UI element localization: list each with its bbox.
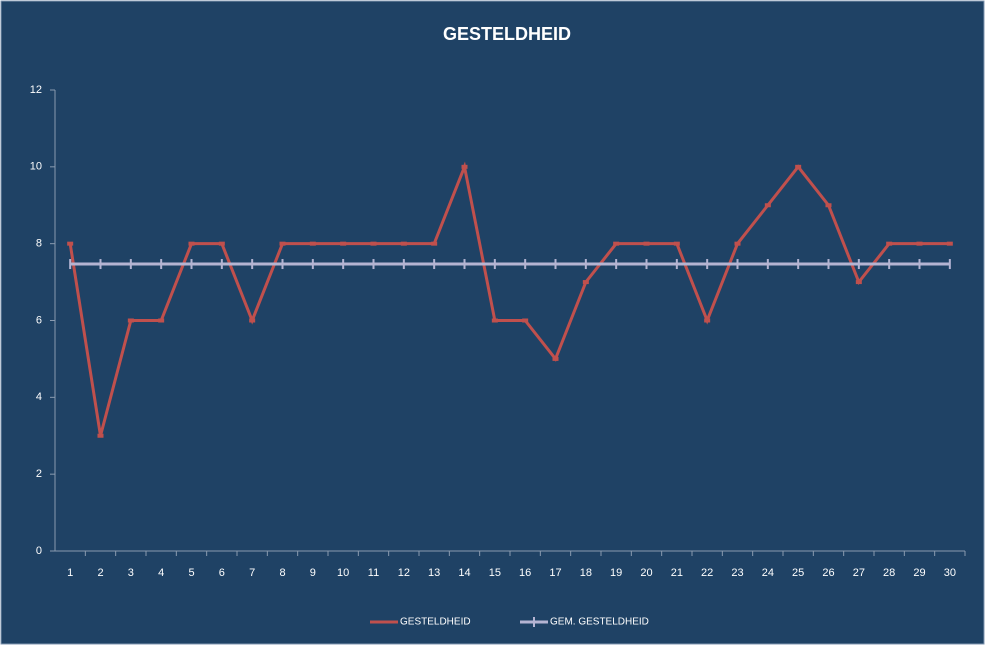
marker (158, 318, 165, 323)
marker (97, 433, 104, 438)
chart-title: GESTELDHEID (443, 24, 571, 44)
x-tick-label: 28 (883, 567, 895, 579)
marker (916, 241, 923, 246)
marker (400, 241, 407, 246)
x-tick-label: 30 (944, 567, 956, 579)
y-tick-label: 12 (30, 84, 42, 96)
x-tick-label: 6 (219, 567, 225, 579)
x-tick-label: 13 (428, 567, 440, 579)
marker (613, 241, 620, 246)
x-tick-label: 18 (580, 567, 592, 579)
x-tick-label: 22 (701, 567, 713, 579)
x-tick-label: 25 (792, 567, 804, 579)
x-tick-label: 12 (398, 567, 410, 579)
x-tick-label: 9 (310, 567, 316, 579)
y-tick-label: 2 (36, 468, 42, 480)
x-tick-label: 11 (368, 567, 379, 579)
marker (673, 241, 680, 246)
marker (218, 241, 225, 246)
y-tick-label: 0 (36, 545, 42, 557)
x-tick-label: 26 (822, 567, 834, 579)
marker (461, 164, 468, 169)
x-tick-label: 16 (519, 567, 531, 579)
x-tick-label: 20 (640, 567, 652, 579)
marker (431, 241, 438, 246)
x-tick-label: 27 (853, 567, 865, 579)
x-tick-label: 5 (188, 567, 194, 579)
marker (825, 203, 832, 208)
marker (582, 280, 589, 285)
y-tick-label: 4 (36, 391, 42, 403)
marker (127, 318, 134, 323)
x-tick-label: 19 (610, 567, 622, 579)
marker (340, 241, 347, 246)
x-tick-label: 29 (913, 567, 925, 579)
x-tick-label: 2 (97, 567, 103, 579)
legend-label: GESTELDHEID (400, 617, 471, 628)
x-tick-label: 15 (489, 567, 501, 579)
x-tick-label: 7 (249, 567, 255, 579)
marker (886, 241, 893, 246)
x-tick-label: 14 (458, 567, 470, 579)
marker (764, 203, 771, 208)
marker (946, 241, 953, 246)
marker (855, 280, 862, 285)
x-tick-label: 3 (128, 567, 134, 579)
series-line (68, 161, 950, 437)
y-tick-label: 8 (36, 238, 42, 250)
y-tick-label: 10 (30, 161, 42, 173)
x-tick-label: 1 (67, 567, 73, 579)
x-tick-label: 24 (762, 567, 774, 579)
marker (279, 241, 286, 246)
x-tick-label: 17 (549, 567, 561, 579)
x-tick-label: 4 (158, 567, 164, 579)
x-tick-label: 23 (731, 567, 743, 579)
marker (249, 318, 256, 323)
marker (552, 356, 559, 361)
x-tick-label: 10 (337, 567, 349, 579)
marker (188, 241, 195, 246)
marker (643, 241, 650, 246)
y-tick-label: 6 (36, 314, 42, 326)
legend-label: GEM. GESTELDHEID (550, 617, 649, 628)
marker (370, 241, 377, 246)
marker (491, 318, 498, 323)
marker (67, 241, 74, 246)
marker (522, 318, 529, 323)
x-tick-label: 21 (671, 567, 683, 579)
marker (309, 241, 316, 246)
marker (734, 241, 741, 246)
marker (704, 318, 711, 323)
x-tick-label: 8 (279, 567, 285, 579)
marker (795, 164, 802, 169)
